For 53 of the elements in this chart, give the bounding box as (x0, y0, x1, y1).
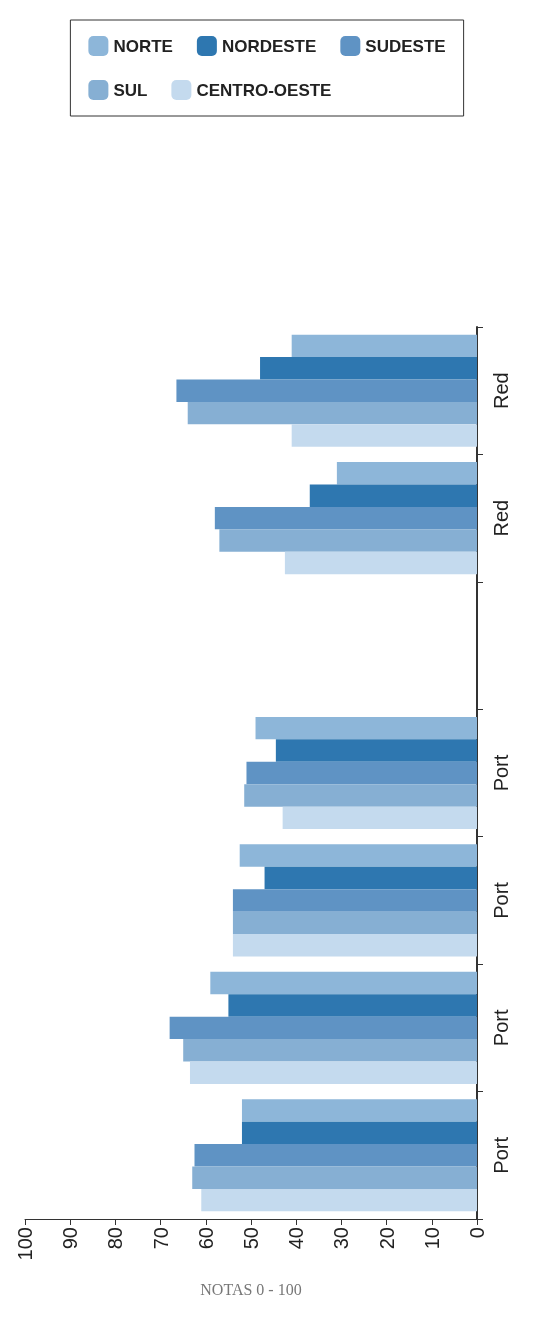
bar (219, 529, 477, 552)
y-tick-label: Port (490, 1009, 512, 1047)
x-tick-label: 40 (285, 1227, 308, 1250)
x-tick-label: 0 (466, 1227, 488, 1239)
bar (228, 994, 477, 1017)
bar (169, 1016, 477, 1040)
bar (246, 761, 477, 785)
bar (189, 1061, 477, 1084)
x-tick-label: 70 (149, 1227, 172, 1250)
y-tick-label: Port (490, 754, 512, 792)
x-tick-label: 60 (194, 1227, 217, 1250)
x-tick-label: 30 (330, 1227, 353, 1250)
x-tick-label: 100 (14, 1227, 36, 1261)
bar (176, 379, 477, 402)
x-tick-label: 90 (59, 1227, 82, 1250)
bar (241, 1099, 477, 1122)
bar (241, 1121, 477, 1145)
bar (192, 1166, 477, 1189)
y-tick-label: Red (490, 372, 512, 410)
bar (260, 357, 477, 380)
bar (264, 866, 477, 890)
x-tick-label: 20 (375, 1227, 398, 1250)
y-tick-label: Port (490, 1136, 512, 1174)
legend-label: SUDESTE (365, 36, 446, 56)
bar (232, 889, 477, 912)
x-tick-label: 80 (104, 1227, 127, 1250)
x-tick-label: 50 (240, 1227, 262, 1250)
bar (244, 784, 477, 807)
bar (291, 424, 477, 447)
bar (210, 971, 477, 995)
bar (291, 334, 477, 358)
bar (201, 1188, 477, 1212)
bar (336, 462, 477, 485)
bar (239, 844, 477, 867)
x-tick-label: 10 (420, 1227, 443, 1250)
bar (214, 506, 477, 530)
bar (255, 716, 477, 740)
legend-label: SUL (113, 80, 148, 100)
x-axis-title: NOTAS 0 - 100 (200, 1280, 302, 1298)
y-tick-label: Port (490, 881, 512, 919)
legend-label: NORDESTE (221, 36, 317, 56)
bar (187, 401, 477, 425)
bar (282, 806, 477, 830)
bar (183, 1039, 477, 1062)
bar (232, 934, 477, 957)
y-tick-label: Red (490, 499, 512, 537)
legend-label: NORTE (113, 36, 173, 56)
bar (309, 484, 477, 507)
legend-label: CENTRO-OESTE (196, 80, 332, 100)
bar (194, 1144, 477, 1167)
bar (275, 739, 477, 762)
bar (232, 911, 477, 935)
bar (284, 551, 477, 575)
